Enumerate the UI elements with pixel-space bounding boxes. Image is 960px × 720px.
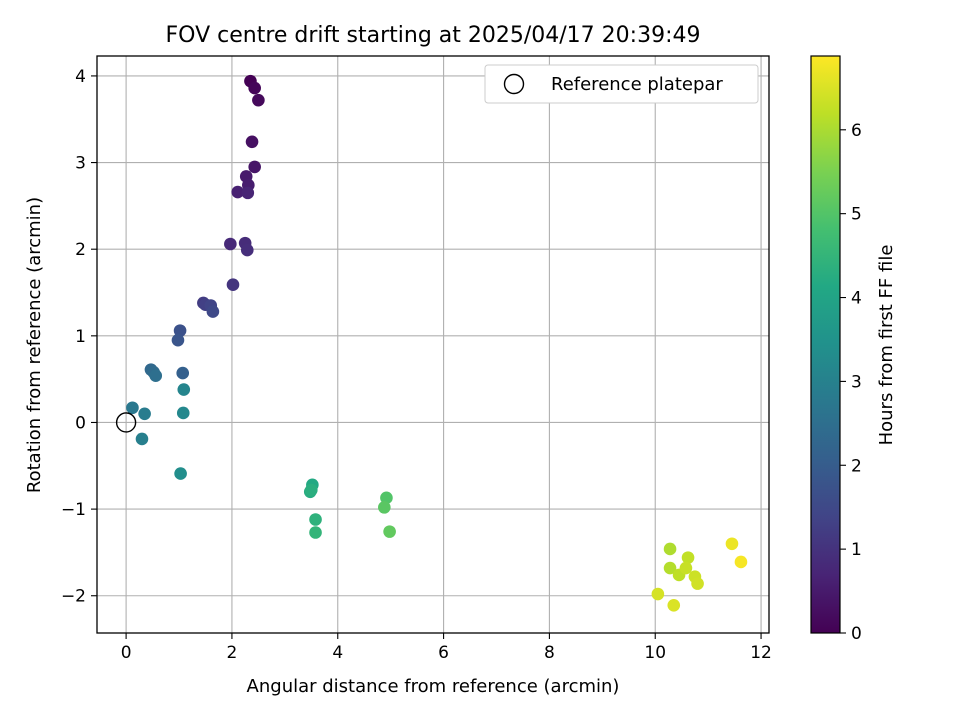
colorbar-label: Hours from first FF file: [876, 245, 897, 446]
x-tick-label: 12: [750, 643, 772, 663]
data-point: [691, 577, 704, 590]
data-point: [378, 501, 391, 514]
data-point: [304, 483, 318, 497]
plot-frame: [96, 55, 770, 634]
data-point: [231, 185, 245, 199]
data-point: [126, 401, 139, 415]
x-tick-label: 4: [332, 643, 343, 663]
x-axis-label: Angular distance from reference (arcmin): [247, 676, 620, 697]
data-point: [383, 525, 396, 538]
data-point: [248, 160, 261, 174]
y-tick-label: 1: [75, 327, 86, 347]
colorbar-tick-label: 3: [851, 372, 862, 392]
data-point: [679, 561, 693, 575]
y-tick-label: 0: [75, 413, 86, 433]
colorbar-tick-label: 1: [851, 540, 862, 560]
colorbar-tick-label: 2: [851, 456, 862, 476]
data-point: [651, 587, 665, 601]
y-tick-label: 2: [75, 240, 86, 260]
colorbar: 0 1 2 3 4 5 6 Hours from first FF file: [810, 55, 897, 644]
legend-label: Reference platepar: [551, 74, 723, 95]
data-point: [309, 526, 322, 539]
data-point: [681, 551, 695, 564]
colorbar-tick-label: 6: [851, 121, 862, 141]
data-point: [177, 383, 191, 396]
data-point: [176, 406, 190, 420]
y-tick-label: 3: [75, 154, 86, 174]
data-point: [173, 324, 187, 337]
data-point: [667, 598, 681, 612]
data-point: [206, 305, 220, 318]
colorbar-tick-label: 5: [851, 205, 862, 225]
data-point: [663, 561, 677, 575]
reference-marker-layer: [115, 412, 137, 433]
chart-title: FOV centre drift starting at 2025/04/17 …: [166, 23, 701, 48]
x-tick-label: 6: [438, 643, 449, 663]
data-point: [240, 243, 254, 257]
data-point: [252, 93, 265, 107]
x-tick-label: 0: [121, 643, 132, 663]
x-axis-ticks: 0 2 4 6 8 10 12: [121, 633, 772, 663]
legend-reference-marker: [503, 73, 525, 95]
y-tick-label: 4: [75, 67, 86, 87]
colorbar-tick-label: 4: [851, 289, 862, 309]
data-point: [226, 278, 240, 292]
data-point: [241, 186, 255, 200]
data-point: [734, 555, 748, 569]
y-axis-label: Rotation from reference (arcmin): [24, 197, 45, 493]
colorbar-gradient: [810, 55, 841, 634]
data-point: [176, 366, 190, 380]
legend-box: [484, 64, 759, 104]
reference-platepar-marker: [115, 412, 137, 433]
data-point: [224, 237, 237, 251]
y-axis-ticks: −2 −1 0 1 2 3 4: [61, 67, 97, 607]
data-point: [138, 407, 151, 421]
data-point: [663, 542, 677, 556]
legend: Reference platepar: [484, 64, 759, 104]
data-point: [149, 369, 163, 382]
data-points: [126, 74, 748, 612]
colorbar-tick-label: 0: [851, 624, 862, 644]
x-tick-label: 10: [644, 643, 666, 663]
colorbar-ticks: 0 1 2 3 4 5 6: [840, 121, 862, 644]
y-tick-label: −2: [61, 587, 86, 607]
data-point: [245, 135, 259, 149]
y-tick-label: −1: [61, 500, 86, 520]
x-tick-label: 8: [544, 643, 555, 663]
x-tick-label: 2: [227, 643, 238, 663]
data-point: [725, 537, 739, 551]
data-point: [309, 513, 322, 526]
data-point: [171, 333, 185, 347]
data-point: [174, 467, 187, 480]
data-point: [248, 81, 261, 95]
data-point: [380, 491, 393, 505]
data-point: [135, 432, 149, 446]
